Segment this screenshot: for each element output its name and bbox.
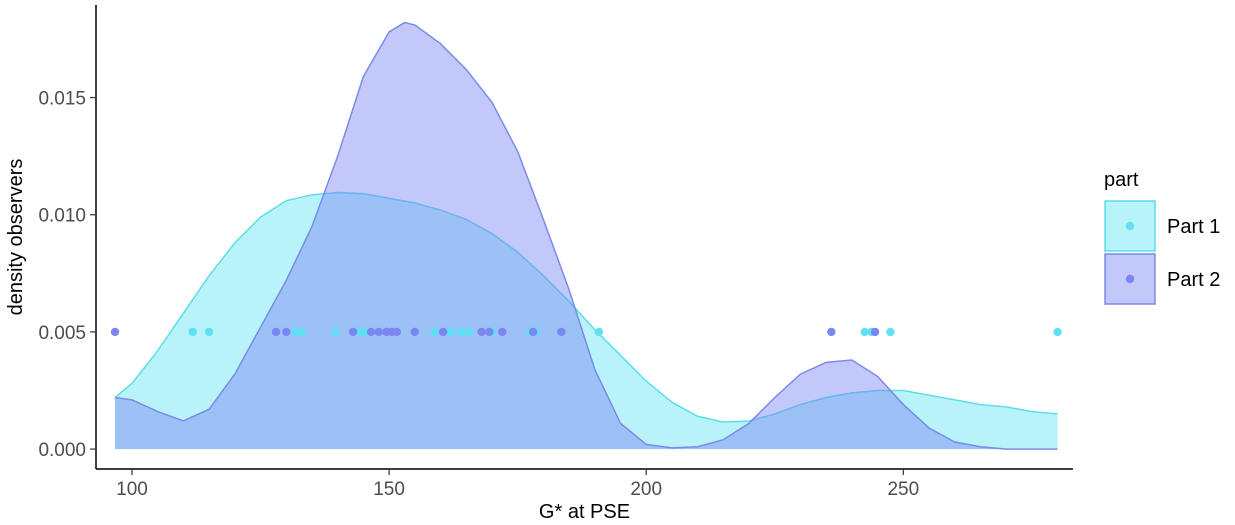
point-part-2 <box>374 327 384 337</box>
point-part-1 <box>886 327 895 337</box>
legend-label-part-2: Part 2 <box>1167 269 1220 291</box>
x-tick-label: 200 <box>630 479 662 500</box>
point-part-1 <box>860 327 869 337</box>
point-part-2 <box>271 327 281 337</box>
legend-point-part-1 <box>1125 221 1135 231</box>
point-part-2 <box>392 327 402 337</box>
point-part-1 <box>291 327 300 337</box>
y-ticks: 0.000 0.005 0.010 0.015 <box>38 89 96 461</box>
point-part-1 <box>446 327 456 337</box>
legend-label-part-1: Part 1 <box>1167 216 1220 238</box>
density-outline-part-2 <box>114 21 1058 450</box>
x-tick-label: 250 <box>887 479 919 500</box>
legend-point-part-2 <box>1125 274 1135 284</box>
y-tick-label: 0.010 <box>38 206 86 227</box>
point-part-1 <box>1053 327 1062 337</box>
point-part-2 <box>348 327 358 337</box>
density-areas <box>114 21 1058 450</box>
y-tick-label: 0.000 <box>38 440 86 461</box>
point-part-2 <box>282 327 291 337</box>
y-tick-label: 0.005 <box>38 323 86 344</box>
point-part-2 <box>827 327 836 337</box>
point-part-2 <box>366 327 376 337</box>
point-part-1 <box>464 327 473 337</box>
point-part-2 <box>477 327 486 337</box>
point-part-1 <box>594 327 604 337</box>
point-part-1 <box>204 327 214 337</box>
point-part-1 <box>331 327 340 337</box>
x-axis-title: G* at PSE <box>539 501 630 523</box>
point-part-1 <box>297 327 306 337</box>
point-part-2 <box>870 327 880 337</box>
rug-points <box>110 327 1062 337</box>
x-tick-label: 150 <box>373 479 405 500</box>
legend: part Part 1 Part 2 <box>1104 169 1220 305</box>
point-part-1 <box>456 327 466 337</box>
legend-title: part <box>1104 169 1139 191</box>
point-part-2 <box>110 327 120 337</box>
point-part-2 <box>485 327 494 337</box>
density-area-part-2 <box>115 22 1058 450</box>
y-tick-label: 0.015 <box>38 89 86 110</box>
x-tick-label: 100 <box>116 479 148 500</box>
point-part-1 <box>188 327 197 337</box>
point-part-2 <box>557 327 566 337</box>
point-part-1 <box>430 327 439 337</box>
point-part-2 <box>498 327 507 337</box>
point-part-2 <box>528 327 538 337</box>
y-axis-title: density observers <box>5 159 27 316</box>
x-ticks: 100 150 200 250 <box>116 469 919 500</box>
point-part-2 <box>410 327 420 337</box>
density-outline-part-1 <box>114 191 1058 423</box>
point-part-2 <box>438 327 448 337</box>
